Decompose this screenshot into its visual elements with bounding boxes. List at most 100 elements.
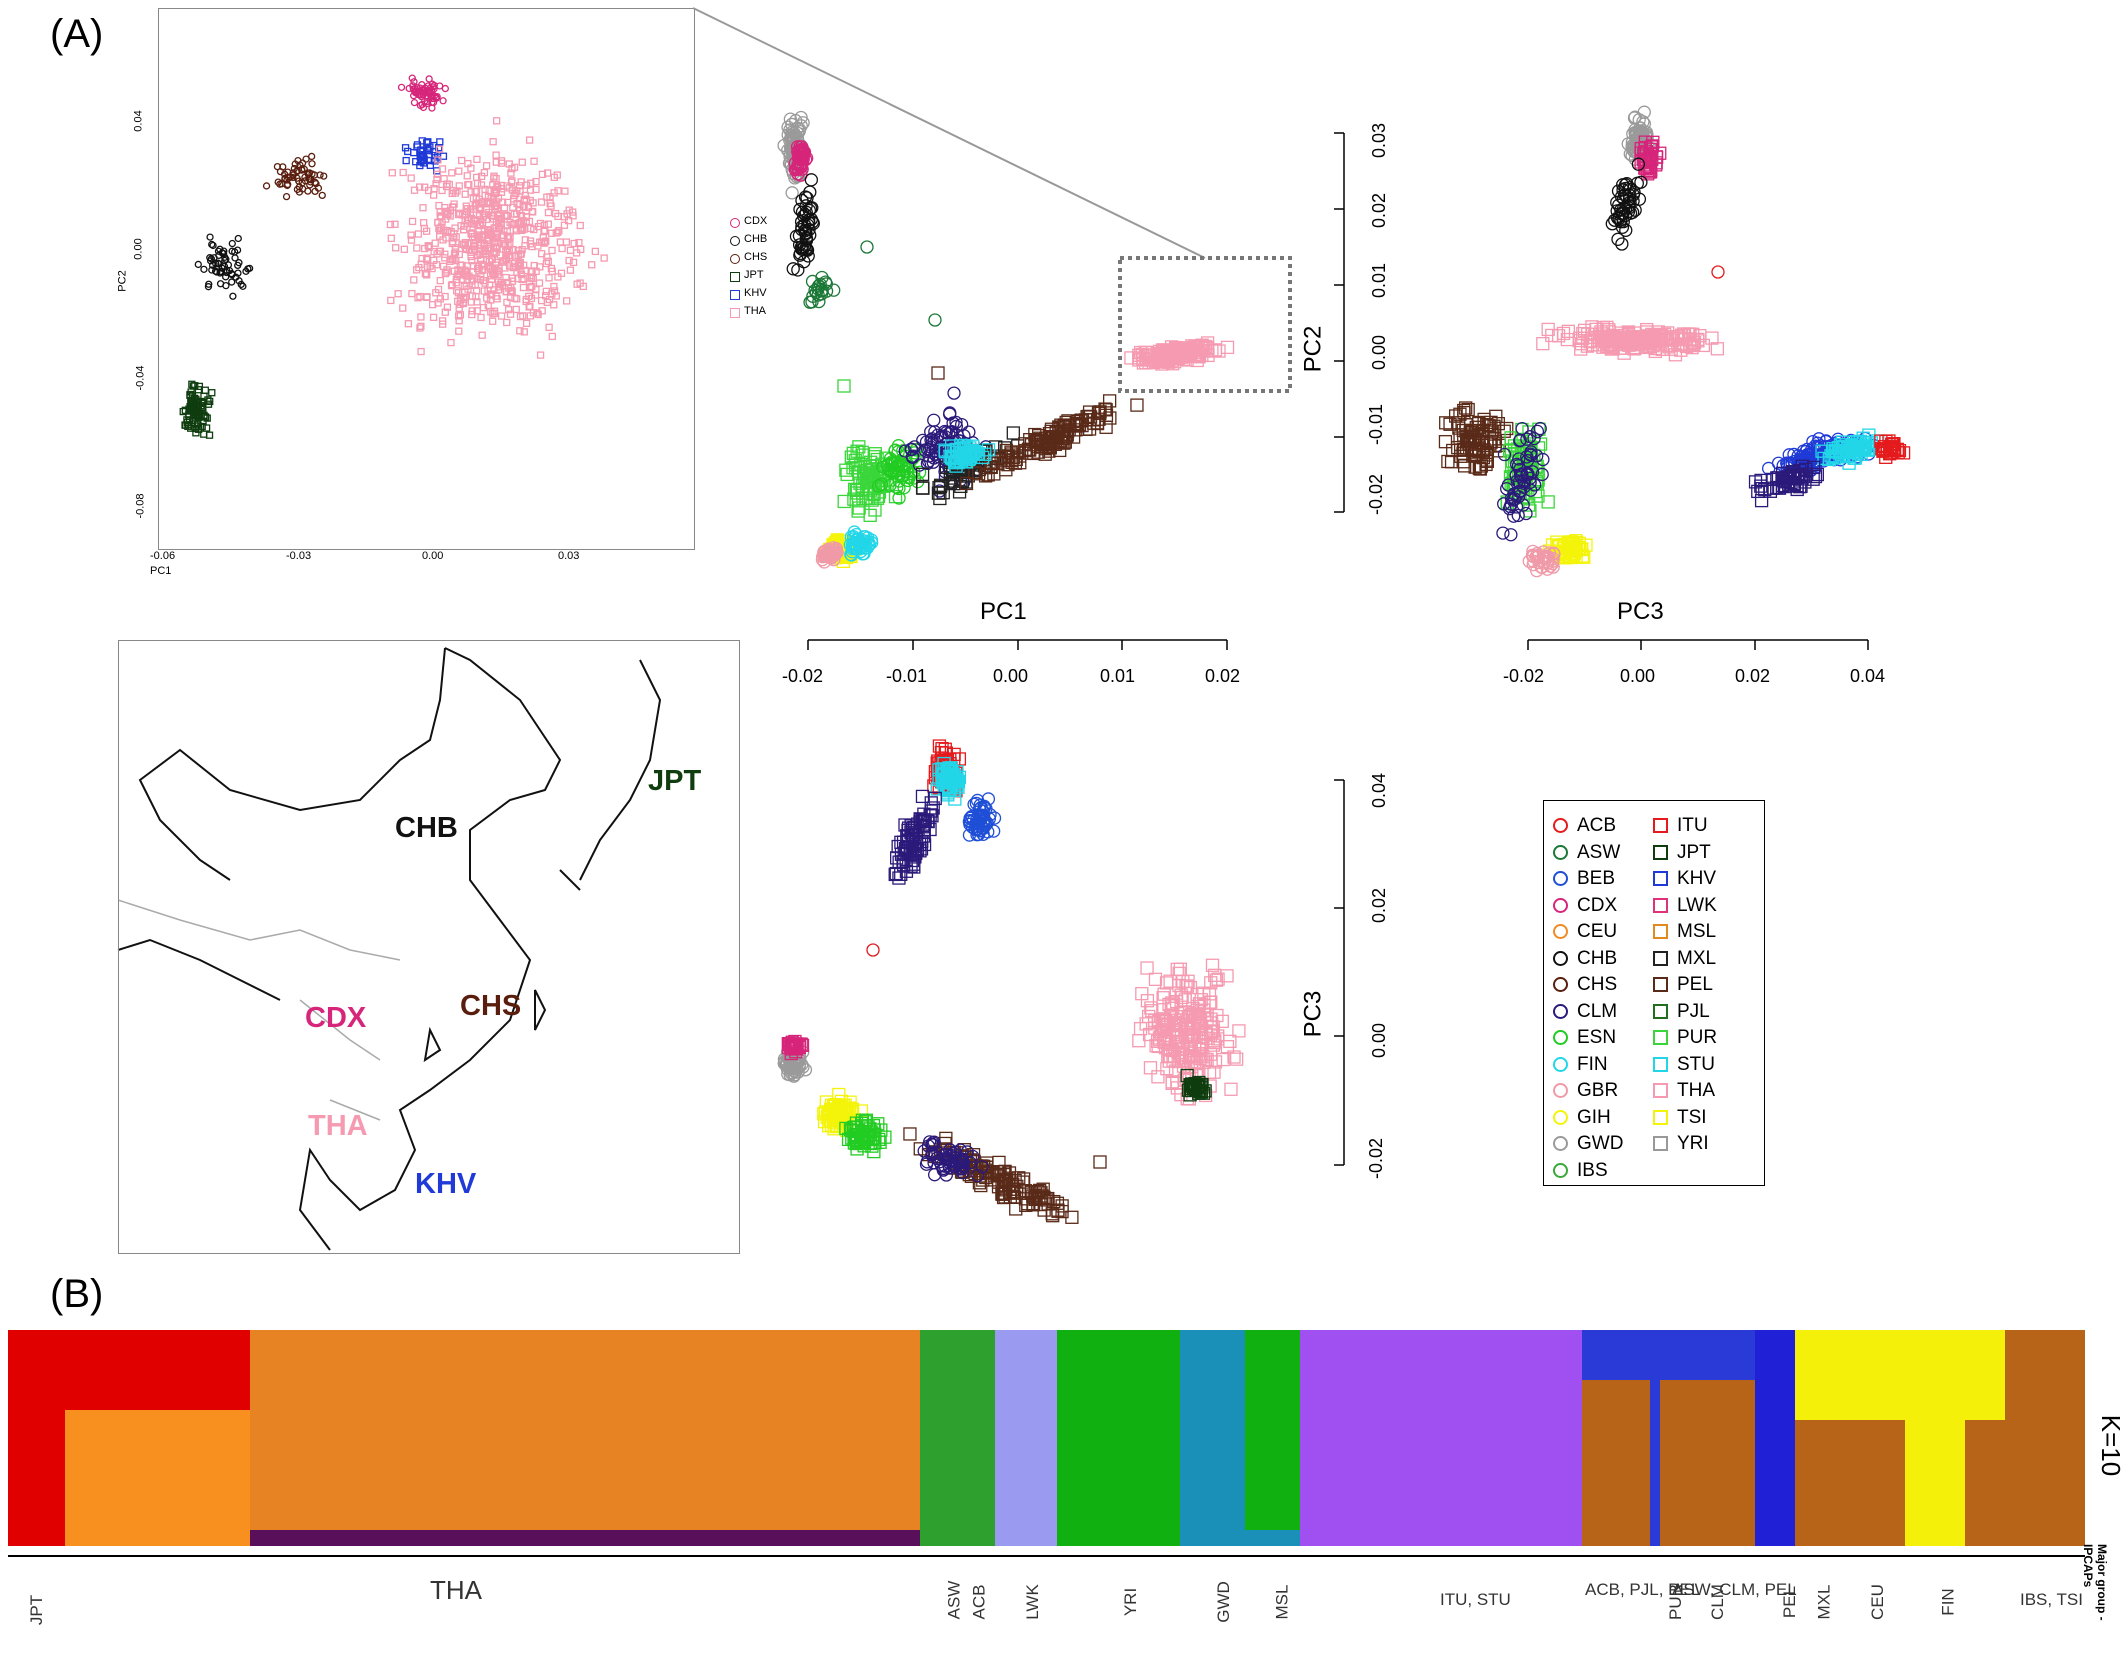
pc13-point-stu bbox=[952, 770, 967, 784]
pc13-point-stu bbox=[943, 783, 957, 798]
pc13-point-clm2 bbox=[975, 1160, 989, 1174]
pc12-point-tha bbox=[1169, 342, 1183, 356]
pc12-point-gwd bbox=[791, 155, 805, 169]
pc13-point-esn bbox=[850, 1133, 864, 1148]
pc13-point-itu bbox=[940, 772, 955, 786]
pc32-point-gbr bbox=[1534, 560, 1549, 574]
pc32-point-gbr bbox=[1546, 552, 1560, 566]
pc32-point-stu bbox=[1864, 436, 1879, 450]
pc13-point-gih bbox=[839, 1115, 853, 1129]
pc32-point-gwd bbox=[1628, 143, 1643, 157]
pc32-point-tha bbox=[1658, 332, 1673, 347]
pc13-point-beb bbox=[977, 813, 991, 827]
pc32-point-beb bbox=[1808, 450, 1823, 465]
pc12-point-pur bbox=[865, 493, 879, 507]
pc12-point-tha bbox=[1192, 348, 1206, 362]
pc13-point-beb bbox=[976, 821, 991, 835]
pc13-point-pel bbox=[947, 1157, 961, 1171]
pc13-point-pel bbox=[967, 1155, 981, 1169]
pc12-point-pur bbox=[879, 451, 893, 465]
pc13-point-esn bbox=[862, 1128, 876, 1142]
pc32-point-tha bbox=[1615, 337, 1629, 351]
pc12-point-gih bbox=[829, 542, 843, 556]
pc32-point-tha bbox=[1686, 327, 1700, 341]
pc13-point-clm bbox=[910, 841, 925, 855]
pc13-point-tha bbox=[1208, 1055, 1223, 1069]
pc13-point-gih bbox=[845, 1105, 859, 1119]
pc12-point-pel bbox=[1024, 438, 1039, 452]
pc12-point-stu bbox=[962, 447, 976, 462]
pc12-point-mxl bbox=[972, 462, 986, 477]
pc12-point-gbr bbox=[821, 545, 836, 559]
pc32-point-mxl bbox=[1763, 484, 1778, 498]
pc32-point-pur bbox=[1531, 467, 1545, 481]
pc13-point-itu bbox=[949, 766, 963, 780]
pc32-point-pel bbox=[1474, 459, 1489, 473]
pc13-point-clm bbox=[892, 871, 906, 885]
pc13-point-gih bbox=[834, 1101, 849, 1115]
pc32-point-beb bbox=[1800, 448, 1814, 462]
pc32-point-chb bbox=[1631, 157, 1646, 171]
pc13-point-pel bbox=[972, 1169, 987, 1183]
pc12-point-mxl bbox=[957, 461, 972, 475]
pc32-point-gwd bbox=[1635, 145, 1649, 159]
pc13-point-tha bbox=[1153, 1025, 1167, 1039]
pc12-point-pel bbox=[984, 460, 998, 474]
pc13-point-tha bbox=[1190, 987, 1204, 1002]
pc12-point-fin bbox=[845, 545, 859, 559]
pc3y-tick-3: 0.00 bbox=[1369, 1022, 1390, 1059]
pc12-point-tha bbox=[1159, 352, 1173, 367]
pc32-point-tha bbox=[1637, 330, 1652, 345]
pc13-point-esn bbox=[849, 1128, 864, 1143]
panel-a-label: (A) bbox=[50, 12, 104, 56]
pc12-point-clm bbox=[912, 458, 927, 472]
pc32-point-beb bbox=[1783, 456, 1797, 470]
pc12-point-gih bbox=[837, 538, 852, 553]
pc12-point-pel bbox=[1093, 406, 1107, 421]
pc12-point-asw bbox=[803, 295, 817, 309]
pc12-point-esn bbox=[897, 481, 911, 495]
pc32-point-gwd bbox=[1640, 128, 1654, 142]
pc12-point-clm bbox=[971, 446, 986, 461]
pc12-point-pur bbox=[868, 447, 882, 461]
pc12-point-pur bbox=[852, 440, 866, 454]
pc13-point-tha bbox=[1193, 1034, 1207, 1049]
pc32-point-pel bbox=[1482, 423, 1497, 437]
pc13-point-pel bbox=[1041, 1191, 1055, 1206]
pc32-point-pur bbox=[1511, 465, 1525, 479]
pc12-point-clm bbox=[943, 406, 957, 420]
pc13-point-esn bbox=[849, 1135, 863, 1150]
pc32-point-gih bbox=[1548, 546, 1562, 560]
pc12-point-gbr bbox=[825, 550, 839, 564]
pc32-point-beb bbox=[1836, 444, 1850, 459]
pc32-point-pel bbox=[1475, 436, 1489, 450]
pc12-point-gwd bbox=[786, 131, 801, 146]
pc13-point-stu bbox=[948, 792, 962, 806]
pc13-point-clm bbox=[901, 835, 916, 850]
pc13-point-stu bbox=[939, 774, 953, 788]
pc32-point-cdx bbox=[1642, 152, 1656, 166]
pc13-point-beb bbox=[972, 802, 987, 816]
pc13-point-pel bbox=[1031, 1184, 1045, 1199]
pc32-point-tha bbox=[1621, 327, 1636, 341]
pc32-point-tha bbox=[1642, 329, 1656, 344]
pc12-point-tha bbox=[1178, 344, 1192, 359]
pc32-point-chb bbox=[1620, 177, 1634, 191]
pc32-point-gih bbox=[1550, 535, 1564, 549]
pc12-point-pel bbox=[1075, 418, 1089, 433]
pc12-point-pur bbox=[868, 503, 882, 517]
pc12-point-clm bbox=[939, 446, 953, 461]
pc12-point-clm bbox=[947, 386, 961, 400]
pc12-point-tha bbox=[1156, 348, 1170, 362]
pc13-point-pel bbox=[938, 1136, 952, 1151]
pc12-point-clm bbox=[943, 448, 958, 462]
pc12-point-asw bbox=[812, 294, 826, 309]
pc12-point-gbr bbox=[827, 549, 841, 563]
pc13-point-gwd bbox=[788, 1052, 802, 1066]
pc12-point-pel bbox=[991, 457, 1005, 471]
pc32-point-clm bbox=[1520, 468, 1534, 482]
pc13-point-tha bbox=[1198, 1088, 1213, 1103]
pc32-point-beb bbox=[1799, 450, 1813, 464]
pc13-point-tha bbox=[1169, 994, 1184, 1009]
pc13-point-tha bbox=[1208, 1034, 1222, 1048]
